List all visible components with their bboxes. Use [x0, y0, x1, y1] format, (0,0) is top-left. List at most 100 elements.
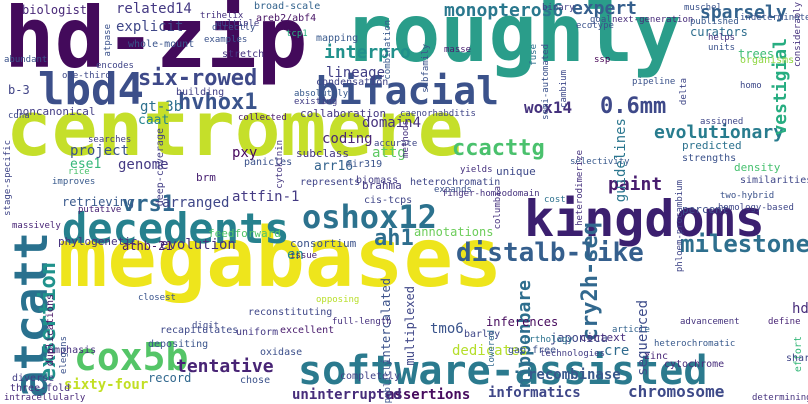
cloud-word: stretch — [222, 49, 265, 60]
cloud-word: assertions — [386, 387, 471, 403]
cloud-word: multiple — [216, 19, 260, 29]
cloud-word: determining — [752, 393, 808, 403]
cloud-word: six-rowed — [138, 66, 258, 91]
cloud-word: sixty-four — [64, 377, 149, 393]
cloud-word: muschel — [684, 3, 722, 13]
cloud-word: one-third — [62, 71, 111, 81]
cloud-word: encodes — [96, 61, 134, 71]
cloud-word: ah1 — [374, 226, 414, 251]
cloud-word: inferences — [486, 315, 559, 329]
cloud-word: coding — [322, 131, 373, 147]
cloud-word: three-fold — [10, 383, 71, 394]
cloud-word: cambium — [559, 70, 569, 108]
cloud-word: define — [768, 317, 801, 327]
cloud-word: ssp — [594, 55, 611, 65]
cloud-word: whole-mount — [128, 39, 195, 50]
cloud-word: combination — [383, 20, 393, 80]
cloud-word: published — [690, 17, 739, 27]
cloud-word: elegans — [59, 336, 69, 374]
cloud-word: technologies — [540, 349, 606, 359]
cloud-word: building — [176, 87, 225, 98]
cloud-word: finger-homeodomain — [442, 189, 540, 199]
cloud-word: oshox12 — [302, 198, 437, 236]
cloud-word: issue — [290, 251, 318, 261]
cloud-word: condensation — [316, 77, 389, 88]
cloud-word: ese1 — [70, 157, 102, 172]
cloud-word: noncanonical — [16, 105, 96, 118]
cloud-word: unique — [496, 165, 536, 178]
cloud-word: zinc — [644, 351, 669, 362]
cloud-word: chose — [240, 375, 271, 386]
cloud-word: closest — [138, 293, 176, 303]
cloud-word: related14 — [116, 1, 192, 17]
cloud-word: curators — [690, 25, 748, 39]
cloud-word: evolution — [160, 237, 236, 253]
cloud-word: informatics — [488, 385, 581, 401]
cloud-word: megabases — [58, 211, 503, 306]
cloud-word: distalb-like — [456, 238, 644, 268]
cloud-word: software-assisted — [298, 348, 708, 394]
cloud-word: organisms — [740, 55, 795, 66]
cloud-word: evolutionary — [654, 122, 785, 143]
cloud-word: publicly — [383, 360, 393, 404]
cloud-word: selectivity — [570, 157, 630, 167]
cloud-word: density — [734, 161, 781, 174]
cloud-word: heterodimerize — [575, 150, 585, 226]
cloud-word: interpro — [324, 42, 411, 63]
cloud-word: cdna — [8, 111, 30, 121]
cloud-word: hd-zip — [4, 0, 308, 87]
cloud-word: expert — [572, 0, 638, 19]
cloud-word: en — [287, 247, 304, 263]
cloud-word: monopteros6 — [444, 0, 564, 21]
cloud-word: accurate — [374, 139, 418, 149]
cloud-word: deep-coverage — [155, 128, 166, 207]
cloud-word: genome — [118, 157, 169, 173]
cloud-word: percent — [682, 203, 729, 216]
cloud-word: digit — [192, 321, 220, 331]
cloud-word: project — [70, 143, 130, 159]
cloud-word: attg — [372, 145, 406, 161]
cloud-word: cytokinin — [275, 140, 285, 189]
cloud-word: intracellularly — [4, 393, 86, 403]
cloud-word: lbd4 — [38, 64, 144, 115]
cloud-word: methods — [401, 120, 411, 158]
cloud-word: wox14 — [524, 98, 573, 117]
cloud-word: ccacttg — [452, 136, 545, 161]
cloud-word: arr16 — [314, 159, 354, 174]
cloud-word: improves — [52, 177, 96, 187]
cloud-word: collaboration — [300, 107, 387, 120]
cloud-word: considerably — [793, 2, 803, 68]
cloud-word: cry2h-seq — [578, 222, 603, 342]
cloud-word: duplications — [45, 294, 56, 367]
cloud-word: article — [612, 325, 650, 335]
cloud-word: phloem-procambium — [675, 180, 685, 273]
cloud-word: caat — [138, 113, 170, 128]
cloud-word: pxy — [232, 145, 258, 161]
cloud-word: areb2/abf4 — [256, 13, 317, 24]
cloud-word: subclass — [296, 147, 349, 160]
cloud-word: consortium — [290, 237, 357, 250]
cloud-word: athb-21 — [122, 239, 173, 253]
cloud-word: vrs1 — [122, 192, 175, 217]
cloud-word: two-hybrid — [720, 191, 775, 201]
cloud-word: diverse — [12, 373, 55, 384]
cloud-word: brahma — [362, 179, 402, 192]
cloud-word: pipeline — [632, 77, 676, 87]
cloud-word: mir319 — [346, 159, 383, 170]
cloud-word: uniform — [236, 327, 279, 338]
cloud-word: heterochromatin — [410, 177, 501, 188]
cloud-word: gt-3b — [140, 99, 183, 115]
cloud-word: record — [148, 371, 192, 385]
cloud-word: abundant — [4, 55, 48, 65]
cloud-word: opposing — [316, 295, 360, 305]
cloud-word: oxidase — [260, 347, 303, 358]
cloud-word: excellent — [280, 325, 335, 336]
cloud-word: full-length — [332, 317, 392, 327]
cloud-word: binary — [542, 3, 575, 13]
cloud-word: ecotype — [576, 21, 614, 31]
cloud-word: expands — [434, 185, 472, 195]
cloud-word: retrieving — [62, 195, 135, 209]
cloud-word: lowered — [487, 330, 497, 368]
